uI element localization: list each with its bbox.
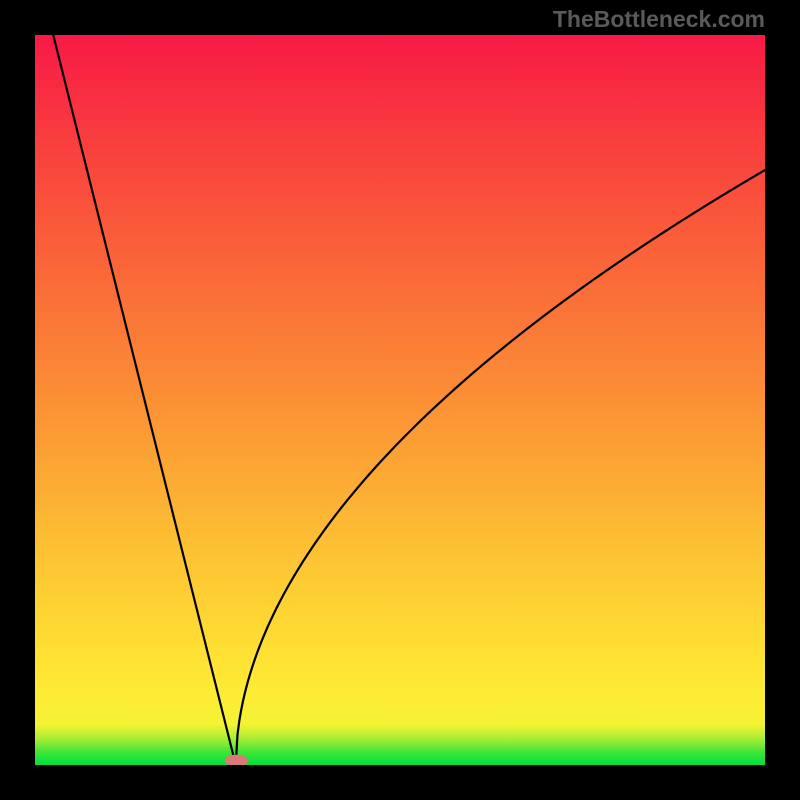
watermark-text: TheBottleneck.com — [553, 6, 765, 33]
chart-svg — [35, 35, 765, 765]
chart-frame — [35, 35, 765, 765]
